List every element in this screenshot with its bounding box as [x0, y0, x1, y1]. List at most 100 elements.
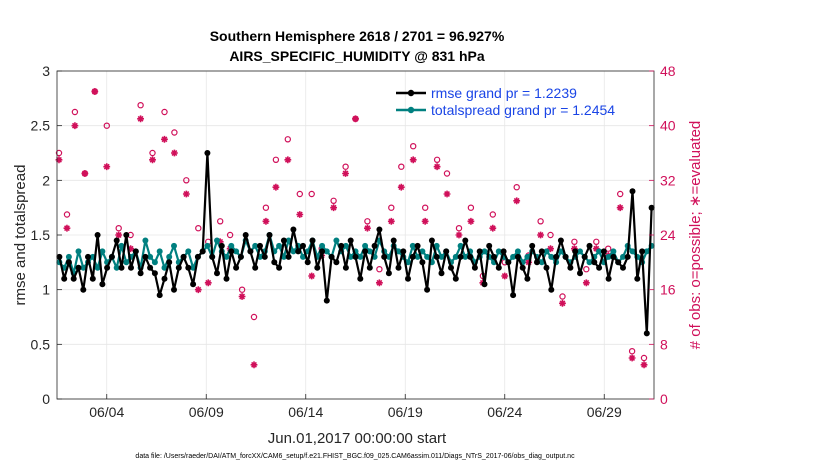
rmse-point [285, 253, 292, 260]
obs-evaluated-marker [559, 299, 566, 307]
obs-evaluated-marker [537, 231, 544, 239]
rmse-point [500, 248, 507, 255]
obs-possible-marker [443, 170, 451, 177]
totalspread-point [280, 253, 287, 260]
obs-possible-marker [559, 293, 566, 300]
rmse-point [615, 259, 622, 266]
y-tick-label: 2 [42, 172, 50, 188]
obs-evaluated-marker [501, 272, 509, 280]
totalspread-point [596, 248, 603, 255]
rmse-point [600, 248, 607, 255]
rmse-point [572, 248, 579, 255]
obs-possible-marker [593, 238, 600, 245]
obs-possible-marker [63, 211, 71, 218]
rmse-point [639, 248, 646, 255]
rmse-series [56, 150, 655, 337]
totalspread-point [75, 248, 82, 255]
obs-evaluated-marker [238, 293, 246, 300]
obs-possible-marker [238, 286, 246, 293]
totalspread-point [347, 253, 354, 260]
obs-possible-marker [183, 177, 190, 184]
rmse-point [175, 264, 182, 271]
rmse-point [333, 259, 340, 266]
rmse-point [338, 242, 345, 249]
legend-rmse-label: rmse grand pr = 1.2239 [431, 85, 577, 101]
rmse-point [591, 259, 598, 266]
rmse-point [132, 248, 139, 255]
x-tick-label: 06/14 [288, 404, 323, 420]
rmse-point [290, 226, 297, 233]
totalspread-point [323, 248, 330, 255]
y-tick-label: 0 [42, 391, 50, 407]
obs-evaluated-marker [433, 163, 441, 171]
obs-evaluated-marker [330, 204, 338, 212]
obs-evaluated-marker [455, 231, 463, 239]
obs-evaluated-marker [55, 156, 63, 164]
obs-possible-marker [137, 101, 144, 109]
rmse-point [204, 150, 211, 156]
rmse-point [452, 275, 459, 282]
rmse-point [495, 264, 502, 271]
rmse-point [61, 275, 68, 282]
obs-evaluated-marker [467, 217, 475, 225]
y2-tick-label: 8 [660, 336, 668, 352]
obs-possible-marker [284, 136, 291, 143]
totalspread-point [166, 253, 173, 260]
rmse-point [648, 204, 655, 211]
obs-possible-marker [640, 354, 648, 362]
totalspread-point [543, 248, 550, 255]
obs-evaluated-marker [628, 354, 636, 362]
rmse-point [300, 242, 306, 249]
rmse-point [237, 253, 244, 260]
rmse-point [610, 253, 617, 260]
totalspread-point [223, 253, 230, 260]
y2-tick-label: 40 [660, 118, 676, 134]
rmse-point [257, 242, 263, 249]
y-tick-label: 3 [42, 63, 50, 79]
obs-possible-marker [628, 348, 636, 355]
rmse-point [190, 281, 197, 288]
obs-possible-marker [250, 313, 258, 321]
rmse-point [476, 248, 483, 255]
x-tick-label: 06/24 [487, 404, 522, 420]
obs-evaluated-marker [397, 183, 405, 191]
obs-possible-marker [103, 122, 111, 129]
rmse-point [276, 264, 283, 271]
rmse-point [108, 253, 115, 260]
rmse-point [85, 253, 91, 260]
rmse-point [70, 275, 77, 282]
rmse-point [562, 253, 569, 260]
obs-evaluated-marker [489, 224, 497, 232]
obs-evaluated-marker [250, 361, 258, 369]
rmse-point [481, 281, 488, 288]
rmse-point [438, 270, 445, 277]
rmse-point [247, 248, 254, 255]
rmse-point [629, 188, 636, 195]
y2-tick-label: 16 [660, 282, 676, 298]
rmse-point [395, 264, 402, 271]
rmse-point [376, 226, 383, 233]
totalspread-point [620, 253, 626, 260]
obs-possible-marker [149, 149, 156, 157]
rmse-point [462, 237, 469, 244]
obs-possible-marker [410, 142, 417, 150]
rmse-point [199, 248, 206, 255]
rmse-point [605, 275, 612, 282]
obs-evaluated-marker [364, 224, 371, 232]
rmse-point [519, 264, 526, 271]
obs-evaluated-marker [161, 135, 168, 143]
totalspread-point [276, 242, 283, 249]
totalspread-point [605, 253, 612, 260]
rmse-point [538, 248, 545, 255]
x-tick-label: 06/04 [89, 404, 124, 420]
rmse-point [362, 248, 369, 255]
x-tick-label: 06/09 [189, 404, 224, 420]
obs-evaluated-marker [342, 170, 349, 177]
rmse-point [543, 264, 550, 271]
totalspread-point [161, 264, 168, 271]
rmse-point [390, 237, 397, 244]
totalspread-point [204, 242, 211, 249]
totalspread-point [113, 264, 120, 271]
totalspread-point [357, 253, 364, 260]
